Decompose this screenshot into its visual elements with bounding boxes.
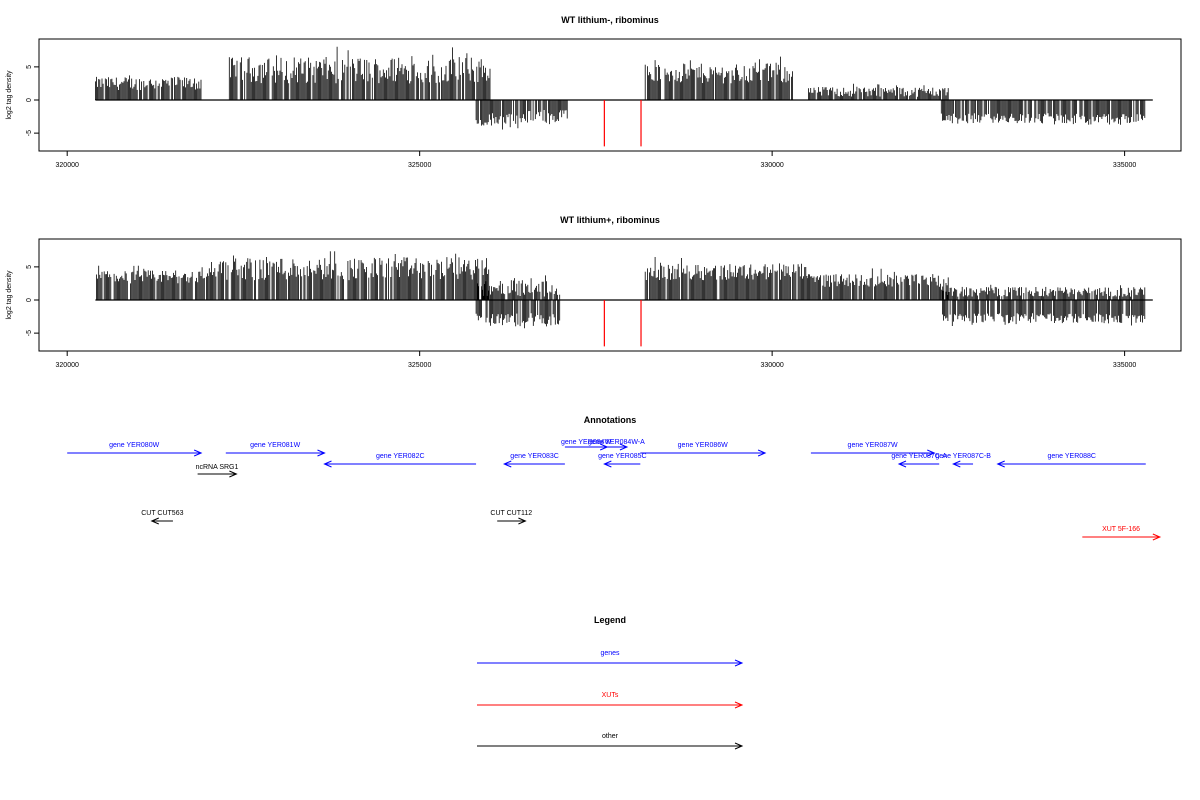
- arrow-right-icon: [757, 449, 767, 457]
- annotation-feature: gene YER081W: [225, 442, 326, 457]
- signal-bars-2: [96, 251, 1146, 329]
- axis-ticks-1: 320000 325000 330000 335000 -5 0 5: [26, 65, 1136, 169]
- arrow-left-icon: [952, 460, 961, 468]
- feature-label: gene YER087C-A: [891, 453, 947, 460]
- feature-label: CUT CUT112: [490, 510, 532, 517]
- feature-label: gene YER086W: [678, 442, 728, 449]
- arrow-left-icon: [996, 460, 1005, 468]
- arrow-right-icon: [734, 742, 744, 750]
- arrow-right-icon: [927, 449, 936, 457]
- feature-label: gene YER082C: [376, 453, 425, 460]
- annotations-panel: Annotations gene YER080W gene YER081Wgene…: [67, 415, 1162, 541]
- annotations-title: Annotations: [584, 415, 637, 425]
- track-title-1: WT lithium-, ribominus: [561, 15, 659, 25]
- legend-label: genes: [600, 650, 620, 657]
- y-tick-label: 5: [26, 65, 33, 69]
- x-tick-label: 320000: [56, 162, 79, 169]
- arrow-right-icon: [317, 449, 326, 457]
- annotation-feature: gene YER084W-A: [588, 439, 645, 451]
- y-axis-label-2: log2 tag density: [6, 270, 13, 320]
- annotation-feature: XUT 5F-166: [1082, 526, 1162, 541]
- plot-frame-2: [38, 238, 1182, 352]
- arrow-right-icon: [193, 449, 203, 457]
- legend-item: genes: [477, 650, 744, 667]
- annotation-feature: gene YER087W: [810, 442, 936, 457]
- x-tick-label: 325000: [408, 162, 431, 169]
- y-tick-label: 5: [26, 265, 33, 269]
- arrow-left-icon: [150, 517, 159, 525]
- feature-label: gene YER081W: [250, 442, 300, 449]
- arrow-left-icon: [603, 460, 612, 468]
- annotation-feature: gene YER088C: [996, 453, 1146, 468]
- feature-label: CUT CUT563: [141, 510, 183, 517]
- legend-title: Legend: [594, 615, 626, 625]
- y-tick-label: -5: [26, 330, 33, 336]
- annotation-feature: gene YER085C: [598, 453, 647, 468]
- annotation-feature: CUT CUT563: [141, 510, 184, 525]
- feature-label: gene YER084W: [561, 439, 611, 446]
- feature-label: gene YER087W: [848, 442, 898, 449]
- arrow-right-icon: [518, 517, 527, 525]
- x-tick-label: 320000: [56, 362, 79, 369]
- y-tick-label: 0: [26, 298, 33, 302]
- arrow-right-icon: [229, 470, 238, 478]
- feature-label: gene YER088C: [1047, 453, 1096, 460]
- red-markers-2: [603, 300, 642, 347]
- track-title-2: WT lithium+, ribominus: [560, 215, 660, 225]
- arrow-left-icon: [323, 460, 332, 468]
- feature-label: gene YER083C: [510, 453, 559, 460]
- annotation-feature: CUT CUT112: [490, 510, 532, 525]
- legend-label: other: [602, 733, 619, 740]
- red-markers-1: [603, 100, 642, 147]
- track-panel-1: WT lithium-, ribominus log2 tag density …: [6, 15, 1182, 169]
- feature-label: gene YER084W-A: [588, 439, 645, 446]
- annotation-feature: gene YER087C-B: [935, 453, 991, 468]
- feature-label: gene YER087C-B: [935, 453, 991, 460]
- track-panel-2: WT lithium+, ribominus log2 tag density …: [6, 215, 1182, 369]
- annotation-features: gene YER080W gene YER081W gene YER082C gene…: [67, 439, 1162, 541]
- arrow-left-icon: [502, 460, 512, 468]
- x-tick-label: 330000: [760, 362, 783, 369]
- legend-item: other: [477, 733, 744, 750]
- annotation-feature: gene YER080W: [67, 442, 203, 457]
- signal-bars-1: [95, 46, 1146, 130]
- legend-panel: Legend genes XUTs other: [477, 615, 744, 750]
- y-tick-label: -5: [26, 130, 33, 136]
- x-tick-label: 335000: [1113, 362, 1136, 369]
- y-axis-label-1: log2 tag density: [6, 70, 13, 120]
- x-tick-label: 330000: [760, 162, 783, 169]
- annotation-feature: gene YER086W: [640, 442, 767, 457]
- arrow-right-icon: [619, 443, 629, 451]
- y-tick-label: 0: [26, 98, 33, 102]
- arrow-right-icon: [734, 701, 744, 709]
- annotation-feature: ncRNA SRG1: [196, 464, 239, 478]
- feature-label: gene YER085C: [598, 453, 647, 460]
- arrow-right-icon: [734, 659, 744, 667]
- arrow-right-icon: [1152, 533, 1162, 541]
- legend-items: genes XUTs other: [477, 650, 744, 750]
- x-tick-label: 335000: [1113, 162, 1136, 169]
- legend-label: XUTs: [602, 692, 619, 699]
- feature-label: XUT 5F-166: [1102, 526, 1140, 533]
- feature-label: gene YER080W: [109, 442, 159, 449]
- x-tick-label: 325000: [408, 362, 431, 369]
- arrow-left-icon: [897, 460, 907, 468]
- annotation-feature: gene YER087C-A: [891, 453, 947, 468]
- axis-ticks-2: 320000 325000 330000 335000 -5 0 5: [26, 265, 1136, 369]
- feature-label: ncRNA SRG1: [196, 464, 239, 471]
- annotation-feature: gene YER083C: [502, 453, 565, 468]
- annotation-feature: gene YER082C: [323, 453, 477, 468]
- legend-item: XUTs: [477, 692, 744, 709]
- plot-frame-1: [38, 38, 1182, 152]
